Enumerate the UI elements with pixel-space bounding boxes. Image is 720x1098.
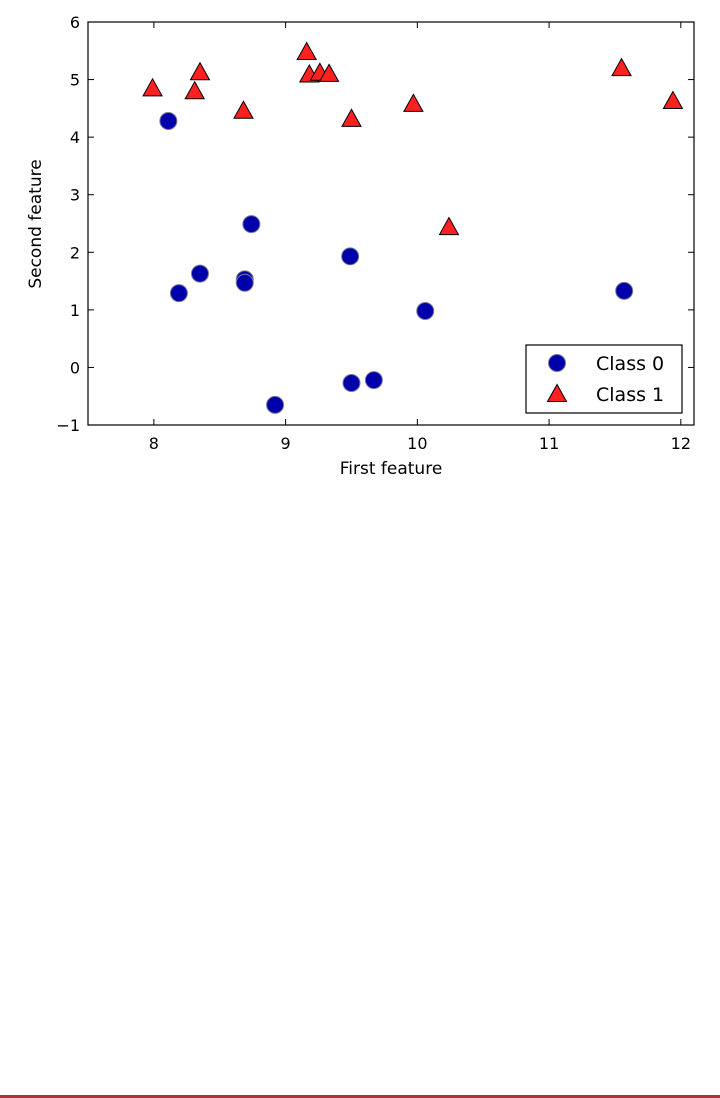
point-class-0 (364, 371, 383, 390)
y-tick-label: 1 (70, 301, 80, 320)
point-class-0 (190, 264, 209, 283)
legend-triangle-icon (546, 383, 568, 402)
point-class-0 (416, 302, 435, 321)
point-class-0 (342, 373, 361, 392)
point-class-1 (341, 108, 362, 127)
point-class-0 (159, 112, 178, 131)
y-axis-label: Second feature (26, 159, 46, 288)
legend-circle-icon (548, 354, 566, 372)
point-class-0 (235, 273, 254, 292)
legend-marker-class-0 (548, 354, 566, 372)
x-axis-label: First feature (340, 459, 443, 479)
y-tick-label: 4 (70, 128, 80, 147)
point-class-1 (403, 93, 424, 112)
point-class-1 (438, 216, 460, 236)
point-class-1 (296, 41, 318, 61)
point-class-1 (233, 100, 254, 119)
y-tick-label: 3 (70, 186, 80, 205)
y-tick-label: 0 (70, 358, 80, 377)
y-axis-ticks: −1 0 1 2 3 4 5 6 (56, 13, 694, 435)
x-tick-label: 12 (671, 434, 691, 453)
y-tick-label: 5 (70, 71, 80, 90)
point-class-1 (611, 57, 632, 77)
point-class-0 (169, 284, 188, 303)
y-tick-label: 6 (70, 13, 80, 32)
x-tick-label: 9 (281, 434, 291, 453)
point-class-1 (662, 90, 684, 109)
point-class-0 (266, 395, 285, 414)
data-markers (142, 41, 684, 414)
point-class-1 (142, 77, 163, 97)
legend-marker-class-1 (546, 383, 568, 402)
x-tick-label: 8 (149, 434, 159, 453)
legend-label-class-1: Class 1 (596, 384, 664, 406)
point-class-1 (184, 80, 206, 100)
x-tick-label: 11 (539, 434, 559, 453)
point-class-1 (318, 63, 340, 82)
point-class-1 (189, 61, 211, 81)
x-tick-label: 10 (407, 434, 427, 453)
point-class-0 (615, 281, 634, 300)
legend: Class 0 Class 1 (525, 344, 683, 414)
y-tick-label: −1 (56, 416, 80, 435)
y-tick-label: 2 (70, 243, 80, 262)
legend-label-class-0: Class 0 (596, 353, 664, 375)
point-class-0 (242, 215, 261, 234)
x-axis-ticks: 8 9 10 11 12 (149, 22, 691, 453)
page-bottom-rule (0, 1095, 720, 1098)
point-class-0 (341, 247, 360, 266)
